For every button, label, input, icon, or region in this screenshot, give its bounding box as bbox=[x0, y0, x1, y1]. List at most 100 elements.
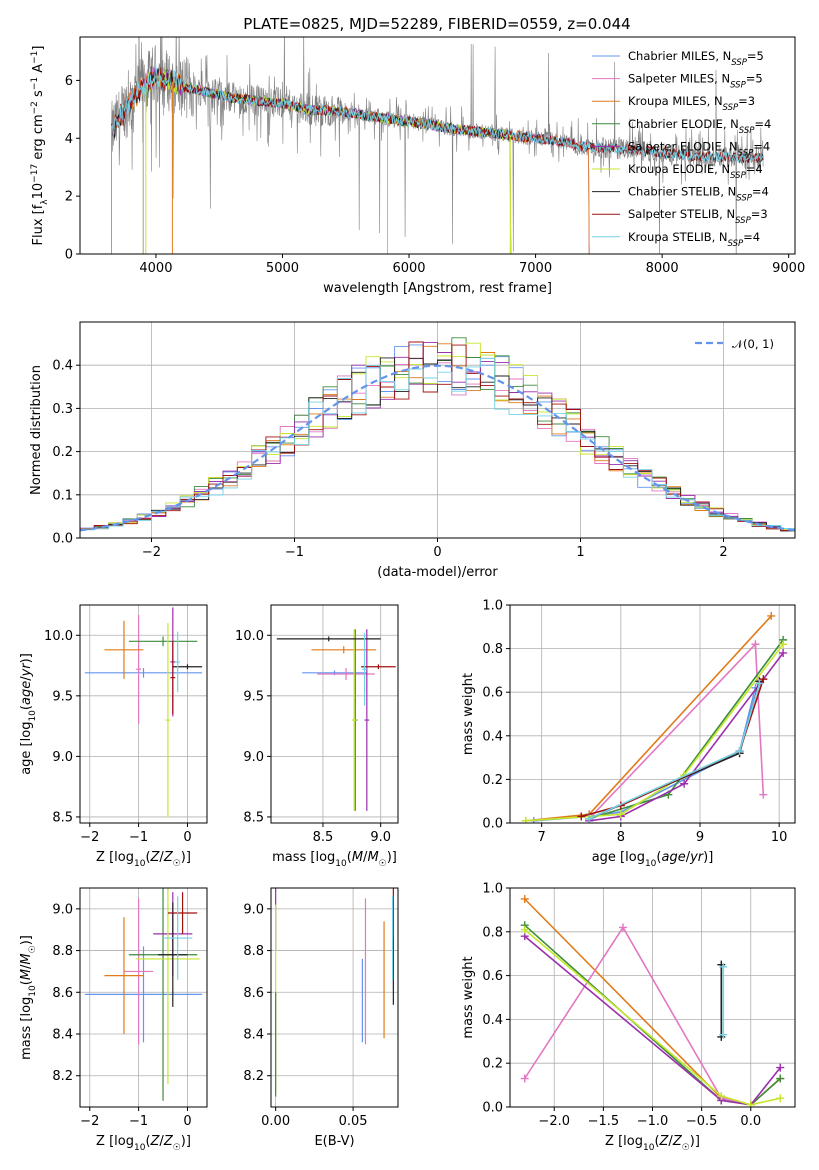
axes-frame bbox=[270, 887, 399, 1108]
x-tick-label: 4000 bbox=[139, 261, 172, 276]
series-kroupa-stelib bbox=[588, 683, 761, 820]
series-marker bbox=[520, 1074, 529, 1083]
legend-label: Salpeter MILES, NSSP=5 bbox=[628, 72, 763, 91]
y-tick-label: 8.4 bbox=[243, 1028, 264, 1043]
legend-label: Chabrier STELIB, NSSP=4 bbox=[628, 185, 769, 204]
x-tick-label: 9000 bbox=[772, 261, 805, 276]
axes-frame bbox=[79, 604, 208, 824]
y-tick-label: 0.0 bbox=[482, 1101, 503, 1116]
y-tick-label: 8.2 bbox=[52, 1069, 73, 1084]
x-axis-label: Z [log10(Z/Z☉)] bbox=[96, 1134, 191, 1153]
y-tick-label: 4 bbox=[65, 132, 73, 147]
panel-massweight-vs-age: 7 8 9 10 0.0 0.2 0.4 0.6 0.8 1.0 age [log10(age/yr… bbox=[461, 599, 796, 869]
series-salpeter-stelib bbox=[581, 678, 765, 818]
axes-frame bbox=[79, 36, 796, 255]
legend-label: Chabrier ELODIE, NSSP=4 bbox=[628, 117, 771, 136]
series-marker bbox=[577, 812, 586, 821]
y-tick-label: 9.0 bbox=[243, 902, 264, 917]
plot-area bbox=[80, 337, 795, 532]
y-tick-label: 8.4 bbox=[52, 1028, 73, 1043]
x-tick-label: 6000 bbox=[392, 261, 425, 276]
x-tick-label: −2 bbox=[80, 1114, 99, 1129]
plot-area bbox=[520, 894, 785, 1107]
series-marker bbox=[616, 810, 625, 819]
series-kroupa-elodie bbox=[525, 643, 784, 822]
legend-label: Kroupa MILES, NSSP=3 bbox=[628, 94, 755, 113]
plot-area bbox=[84, 607, 203, 817]
panel-mass-vs-Z: −2 −1 0 8.2 8.4 8.6 8.8 9.0 Z [log10(Z/Z☉)] mass … bbox=[19, 887, 208, 1153]
series-marker bbox=[767, 611, 776, 620]
legend-label: Kroupa ELODIE, NSSP=4 bbox=[628, 162, 763, 181]
series-marker bbox=[619, 923, 628, 932]
x-tick-label: 0 bbox=[183, 1114, 191, 1129]
series-marker bbox=[680, 779, 689, 788]
legend-label: Chabrier MILES, NSSP=5 bbox=[628, 49, 764, 68]
plot-area bbox=[275, 888, 394, 1097]
x-tick-label: 9 bbox=[696, 830, 704, 845]
y-tick-label: 0.6 bbox=[482, 969, 503, 984]
y-tick-label: 8.8 bbox=[243, 944, 264, 959]
y-tick-label: 0.8 bbox=[482, 925, 503, 940]
x-axis-label: E(B-V) bbox=[314, 1134, 354, 1149]
x-axis-label: age [log10(age/yr)] bbox=[592, 850, 714, 869]
series-salpeter-miles bbox=[588, 642, 765, 820]
model-salpeter-stelib bbox=[111, 67, 764, 254]
x-tick-label: 0 bbox=[183, 830, 191, 845]
x-tick-label: 0.00 bbox=[261, 1114, 290, 1129]
x-tick-label: 7 bbox=[538, 830, 546, 845]
series-salpeter-elodie bbox=[589, 652, 784, 822]
plot-area bbox=[84, 888, 203, 1101]
x-tick-label: −1.0 bbox=[637, 1114, 669, 1129]
y-axis-label: Normed distribution bbox=[29, 365, 44, 495]
panel-age-vs-mass: 8.5 9.0 8.5 9.0 9.5 10.0 mass [log10(M/M☉)] bbox=[235, 604, 399, 869]
x-axis-label: mass [log10(M/M☉)] bbox=[272, 850, 397, 869]
legend: Chabrier MILES, NSSP=5 Salpeter MILES, NS… bbox=[592, 49, 771, 249]
histogram-kroupa-elodie bbox=[80, 342, 795, 530]
series-marker bbox=[755, 679, 764, 688]
legend-label: Salpeter ELODIE, NSSP=4 bbox=[628, 139, 770, 158]
x-tick-label: −2.0 bbox=[538, 1114, 570, 1129]
y-tick-label: 0 bbox=[65, 248, 73, 263]
panel-spectrum: 4000 5000 6000 7000 8000 9000 0 2 4 6 wavelength [… bbox=[30, 36, 805, 296]
legend-label: 𝒩(0, 1) bbox=[732, 337, 774, 351]
series-marker bbox=[520, 894, 529, 903]
panel-mass-vs-ebv: 0.00 0.05 8.2 8.4 8.6 8.8 9.0 E(B-V) bbox=[243, 887, 399, 1149]
y-tick-label: 8.2 bbox=[243, 1069, 264, 1084]
histogram-salpeter-elodie bbox=[80, 341, 795, 530]
series-marker bbox=[717, 1092, 726, 1101]
x-axis-label: Z [log10(Z/Z☉)] bbox=[96, 850, 191, 869]
series-marker bbox=[521, 816, 530, 823]
series-marker bbox=[746, 1100, 755, 1107]
series-marker bbox=[751, 640, 760, 649]
x-tick-label: 0 bbox=[433, 545, 441, 560]
y-tick-label: 0.4 bbox=[482, 729, 503, 744]
y-tick-label: 8.5 bbox=[243, 810, 264, 825]
y-tick-label: 0.4 bbox=[482, 1013, 503, 1028]
x-tick-label: −1.5 bbox=[588, 1114, 620, 1129]
gaussian-curve bbox=[80, 364, 795, 532]
axes-frame bbox=[270, 604, 399, 824]
legend-label: Salpeter STELIB, NSSP=3 bbox=[628, 207, 768, 226]
x-axis-label: (data-model)/error bbox=[377, 565, 498, 580]
x-tick-label: −0.5 bbox=[686, 1114, 718, 1129]
y-tick-label: 9.0 bbox=[243, 750, 264, 765]
plot-area bbox=[111, 37, 764, 254]
y-tick-label: 0.8 bbox=[482, 642, 503, 657]
y-tick-label: 8.5 bbox=[52, 810, 73, 825]
y-tick-label: 9.5 bbox=[52, 689, 73, 704]
x-tick-label: 7000 bbox=[519, 261, 552, 276]
x-tick-label: −2 bbox=[142, 545, 161, 560]
y-tick-label: 1.0 bbox=[482, 882, 503, 897]
y-tick-label: 2 bbox=[65, 190, 73, 205]
x-tick-label: 10 bbox=[771, 830, 788, 845]
y-tick-label: 8.8 bbox=[52, 944, 73, 959]
axes-frame bbox=[509, 604, 796, 824]
series-kroupa-elodie bbox=[524, 928, 781, 1106]
y-axis-label: mass weight bbox=[461, 673, 476, 755]
y-tick-label: 10.0 bbox=[44, 629, 73, 644]
y-tick-label: 9.0 bbox=[52, 750, 73, 765]
y-tick-label: 1.0 bbox=[482, 599, 503, 614]
y-tick-label: 0.2 bbox=[482, 773, 503, 788]
y-tick-label: 8.6 bbox=[52, 986, 73, 1001]
